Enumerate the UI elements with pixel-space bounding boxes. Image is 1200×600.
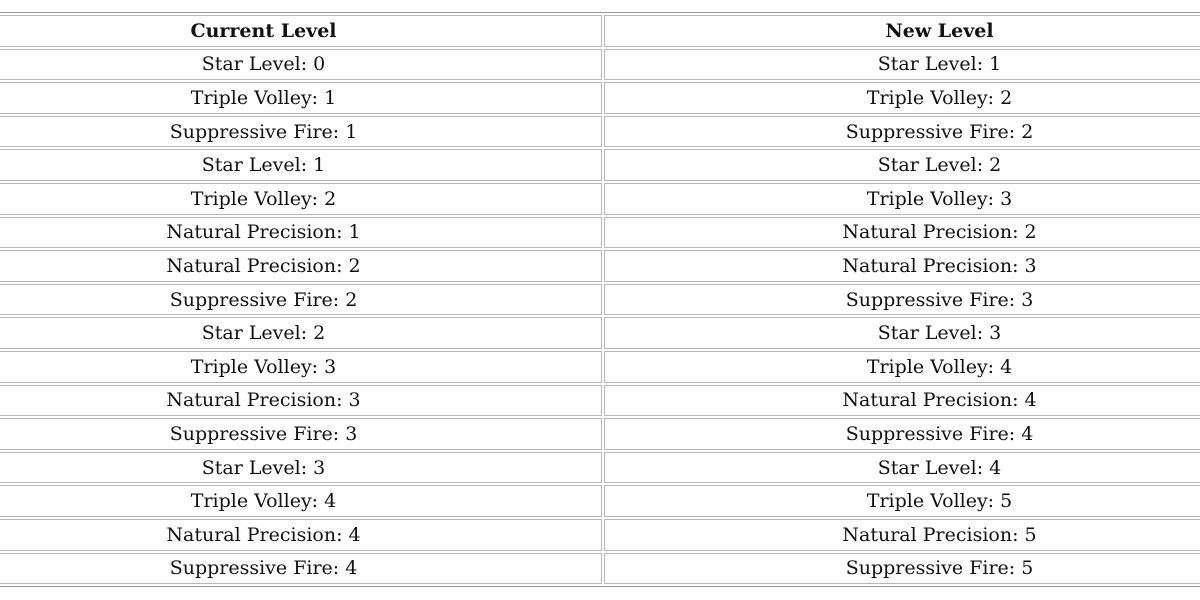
table-cell: Star Level: 2 xyxy=(604,149,1200,181)
header-cell: New Level xyxy=(604,15,1200,47)
table-cell: Star Level: 2 xyxy=(0,317,602,349)
table-row: Star Level: 3 Star Level: 4 xyxy=(0,451,1200,484)
table-row: Suppressive Fire: 1 Suppressive Fire: 2 xyxy=(0,115,1200,148)
table-row: Triple Volley: 2 Triple Volley: 3 xyxy=(0,182,1200,215)
table-cell: Star Level: 1 xyxy=(0,149,602,181)
table-cell: Star Level: 1 xyxy=(604,48,1200,81)
table-row: Natural Precision: 3 Natural Precision: 4 xyxy=(0,384,1200,417)
table-cell: Suppressive Fire: 4 xyxy=(604,418,1200,450)
table-cell: Star Level: 3 xyxy=(604,317,1200,349)
table-cell: Triple Volley: 4 xyxy=(0,485,602,517)
table-cell: Suppressive Fire: 3 xyxy=(604,283,1200,316)
table-cell: Suppressive Fire: 1 xyxy=(0,115,602,148)
table-cell: Natural Precision: 3 xyxy=(604,250,1200,282)
table-row: Star Level: 0 Star Level: 1 xyxy=(0,48,1200,81)
table-cell: Triple Volley: 3 xyxy=(0,350,602,383)
table-cell: Triple Volley: 1 xyxy=(0,82,602,114)
table-row: Suppressive Fire: 2 Suppressive Fire: 3 xyxy=(0,283,1200,316)
table-cell: Suppressive Fire: 2 xyxy=(0,283,602,316)
table-cell: Suppressive Fire: 4 xyxy=(0,552,602,585)
table-cell: Suppressive Fire: 5 xyxy=(604,552,1200,585)
table-cell: Triple Volley: 5 xyxy=(604,485,1200,517)
header-row: Current Level New Level xyxy=(0,15,1200,47)
table-row: Triple Volley: 3 Triple Volley: 4 xyxy=(0,350,1200,383)
table-row: Suppressive Fire: 4 Suppressive Fire: 5 xyxy=(0,552,1200,585)
table-cell: Triple Volley: 2 xyxy=(0,182,602,215)
table-cell: Star Level: 0 xyxy=(0,48,602,81)
table-row: Triple Volley: 1 Triple Volley: 2 xyxy=(0,82,1200,114)
header-cell: Current Level xyxy=(0,15,602,47)
table-cell: Natural Precision: 4 xyxy=(0,518,602,551)
table-cell: Triple Volley: 4 xyxy=(604,350,1200,383)
table-row: Natural Precision: 2 Natural Precision: 3 xyxy=(0,250,1200,282)
table-row: Star Level: 2 Star Level: 3 xyxy=(0,317,1200,349)
table-cell: Triple Volley: 2 xyxy=(604,82,1200,114)
table-row: Natural Precision: 1 Natural Precision: 2 xyxy=(0,216,1200,249)
table-cell: Suppressive Fire: 3 xyxy=(0,418,602,450)
level-table: Current Level New Level Star Level: 0 Sta… xyxy=(0,12,1200,588)
table-row: Suppressive Fire: 3 Suppressive Fire: 4 xyxy=(0,418,1200,450)
table-cell: Suppressive Fire: 2 xyxy=(604,115,1200,148)
table-cell: Natural Precision: 5 xyxy=(604,518,1200,551)
table-body: Star Level: 0 Star Level: 1 Triple Volley:… xyxy=(0,48,1200,585)
table-cell: Star Level: 4 xyxy=(604,451,1200,484)
table-cell: Star Level: 3 xyxy=(0,451,602,484)
table-cell: Natural Precision: 2 xyxy=(604,216,1200,249)
table-row: Triple Volley: 4 Triple Volley: 5 xyxy=(0,485,1200,517)
table-cell: Natural Precision: 2 xyxy=(0,250,602,282)
table-cell: Triple Volley: 3 xyxy=(604,182,1200,215)
table-cell: Natural Precision: 1 xyxy=(0,216,602,249)
table-cell: Natural Precision: 3 xyxy=(0,384,602,417)
table-row: Star Level: 1 Star Level: 2 xyxy=(0,149,1200,181)
table-cell: Natural Precision: 4 xyxy=(604,384,1200,417)
table-row: Natural Precision: 4 Natural Precision: 5 xyxy=(0,518,1200,551)
